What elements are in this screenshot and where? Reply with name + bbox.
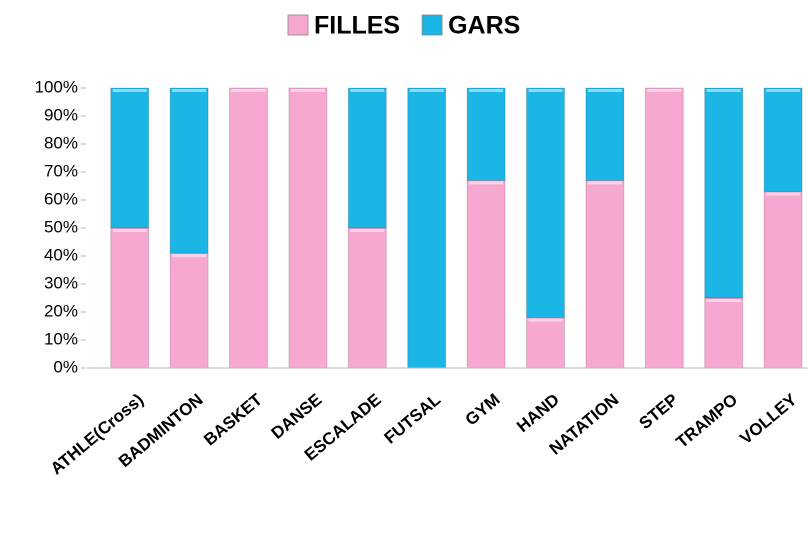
bar: [288, 87, 328, 369]
bar-highlight: [409, 89, 444, 92]
bar: [466, 87, 506, 181]
bar-highlight: [290, 89, 325, 92]
bar-highlight: [350, 89, 385, 92]
bar: [526, 317, 565, 369]
y-tick-label: 100%: [35, 77, 78, 96]
x-tick-label: FUTSAL: [381, 390, 445, 448]
x-tick-label: DANSE: [268, 390, 326, 443]
x-tick-group: GYM: [462, 390, 504, 429]
bar-highlight: [112, 229, 147, 232]
bar-highlight: [706, 299, 741, 302]
bar: [110, 227, 150, 369]
legend-label: GARS: [448, 12, 520, 40]
x-tick-group: DANSE: [268, 390, 326, 443]
y-tick-label: 90%: [44, 105, 78, 124]
bar-highlight: [766, 192, 801, 196]
bar-highlight: [469, 181, 504, 185]
bar-highlight: [172, 89, 207, 92]
y-tick-label: 30%: [44, 273, 78, 292]
y-tick-label: 0%: [53, 357, 78, 376]
bar: [704, 297, 744, 369]
bar-highlight: [706, 89, 741, 92]
bar-highlight: [587, 89, 622, 92]
x-tick-group: HAND: [513, 390, 563, 436]
bar-highlight: [350, 229, 385, 232]
legend-label: FILLES: [314, 12, 400, 40]
bar: [169, 252, 209, 369]
y-tick-label: 60%: [44, 189, 78, 208]
x-tick-label: HAND: [513, 390, 563, 436]
bar-highlight: [528, 89, 563, 92]
y-tick-label: 50%: [44, 217, 78, 236]
bar: [585, 87, 625, 181]
y-tick-label: 20%: [44, 301, 78, 320]
bar: [763, 191, 803, 369]
bar-highlight: [647, 89, 682, 92]
legend-swatch: [421, 14, 443, 36]
bar-highlight: [231, 89, 266, 92]
x-tick-label: VOLLEY: [736, 390, 801, 449]
y-tick-label: 10%: [44, 329, 78, 348]
y-tick-label: 70%: [44, 161, 78, 180]
y-tick-label: 80%: [44, 133, 78, 152]
y-tick-label: 40%: [44, 245, 78, 264]
bar-highlight: [766, 89, 801, 92]
bar: [585, 179, 625, 369]
bar: [704, 87, 744, 299]
legend-swatch: [287, 14, 309, 36]
x-tick-label: TRAMPO: [673, 390, 742, 452]
bar: [407, 87, 447, 369]
x-tick-group: STEP: [636, 390, 682, 433]
bar: [347, 227, 387, 369]
bar: [526, 87, 565, 319]
bar: [644, 87, 684, 369]
bar-highlight: [112, 89, 147, 92]
x-tick-group: TRAMPO: [673, 390, 742, 452]
bar-highlight: [172, 254, 207, 258]
bar: [110, 87, 150, 229]
bar: [763, 87, 803, 193]
bar: [466, 179, 506, 369]
x-tick-group: FUTSAL: [381, 390, 445, 448]
bar-highlight: [528, 318, 563, 322]
bar: [347, 87, 387, 229]
x-tick-label: GYM: [462, 390, 504, 429]
bar-highlight: [587, 181, 622, 185]
bar: [229, 87, 268, 369]
x-tick-label: BASKET: [200, 390, 266, 450]
bar-highlight: [469, 89, 504, 92]
x-tick-label: STEP: [636, 390, 682, 433]
bar: [169, 87, 209, 254]
x-tick-group: VOLLEY: [736, 390, 801, 449]
x-tick-group: BASKET: [200, 390, 266, 450]
